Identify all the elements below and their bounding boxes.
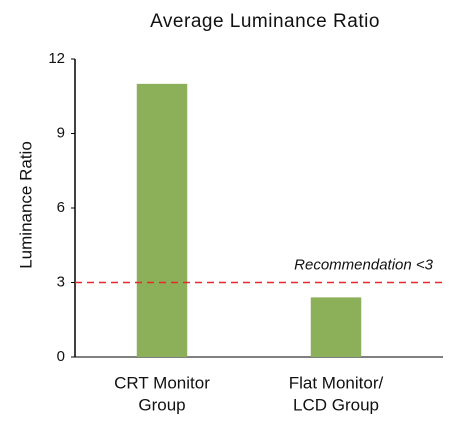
x-tick-label: Flat Monitor/ <box>289 373 384 392</box>
bar <box>310 297 362 357</box>
x-tick-label: LCD Group <box>293 395 379 414</box>
bar <box>136 83 188 357</box>
y-tick-label: 9 <box>57 124 65 141</box>
x-tick-label: Group <box>138 395 185 414</box>
y-tick-label: 0 <box>57 348 65 365</box>
y-tick-label: 12 <box>48 50 65 67</box>
y-tick-label: 6 <box>57 199 65 216</box>
chart-title: Average Luminance Ratio <box>150 11 380 32</box>
reference-label: Recommendation <3 <box>294 256 433 273</box>
y-tick-label: 3 <box>57 273 65 290</box>
x-tick-label: CRT Monitor <box>114 373 210 392</box>
y-axis-label: Luminance Ratio <box>16 141 35 269</box>
